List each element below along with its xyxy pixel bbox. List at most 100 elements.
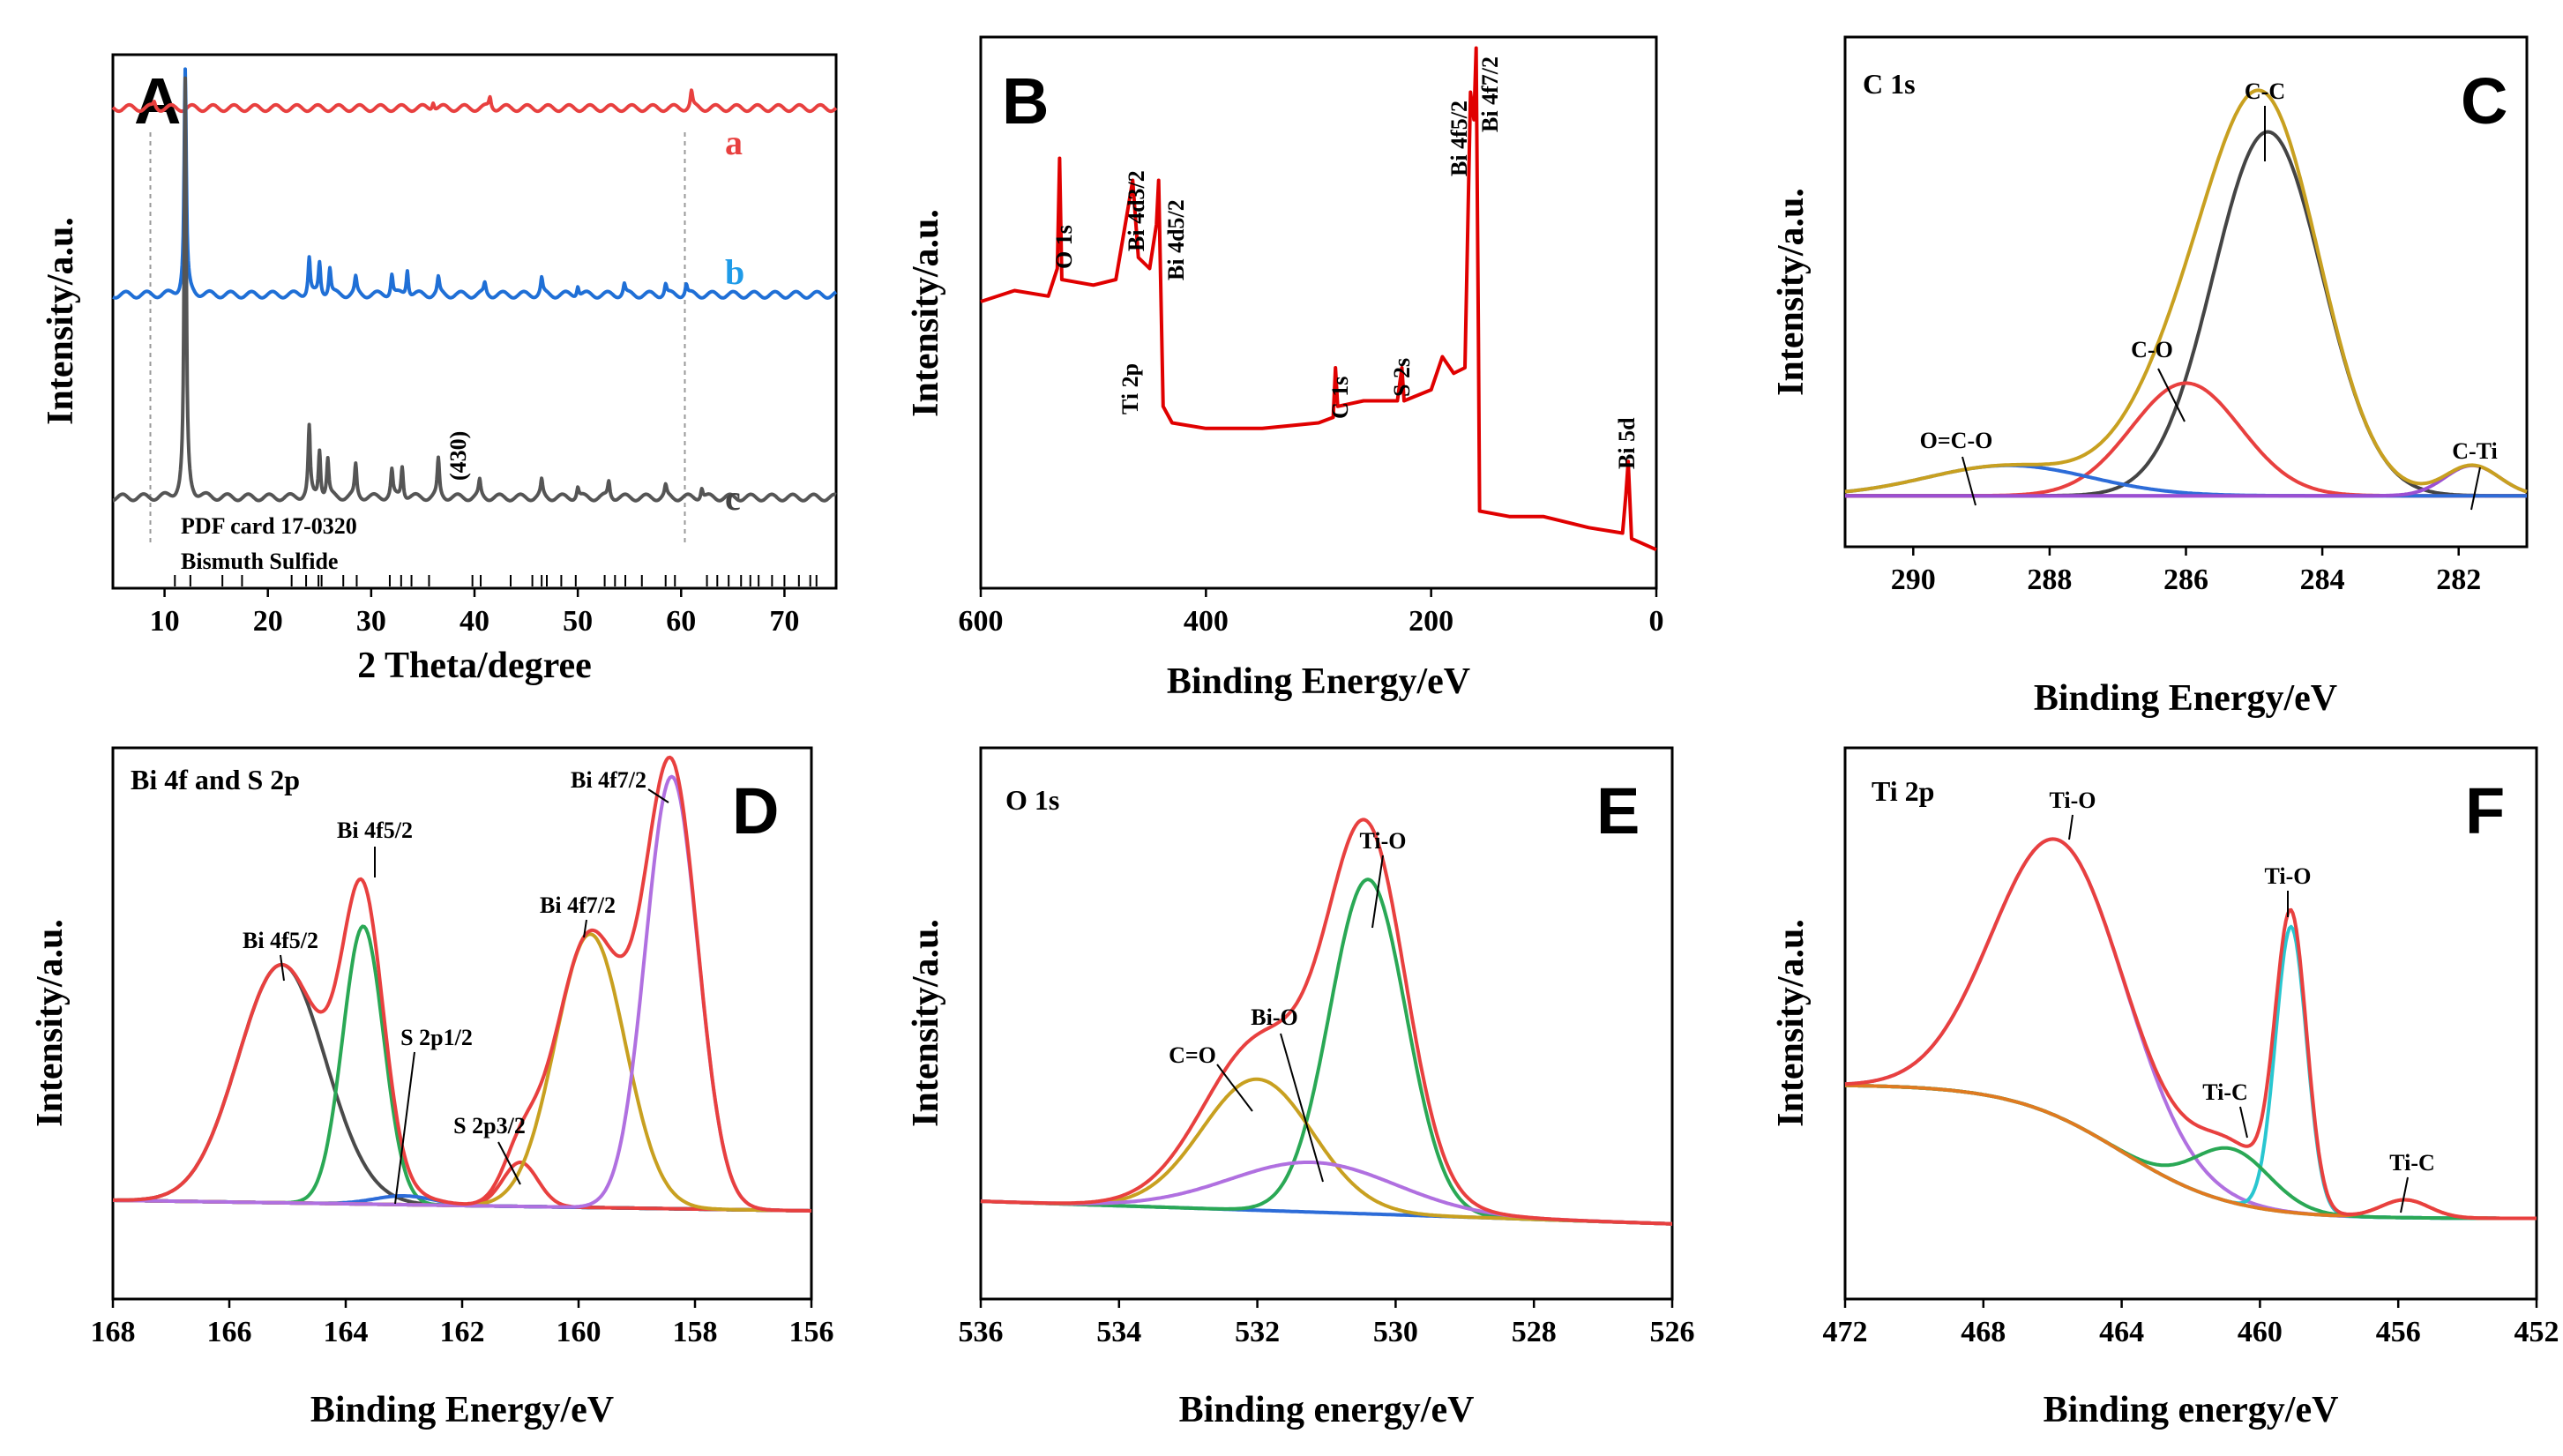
fit-envelope: [1844, 837, 2537, 1221]
panel-c-curves: [1844, 88, 2528, 498]
panel-f-title: Ti 2p: [1872, 775, 1934, 807]
panel-e-curves: [980, 818, 1673, 1226]
c-oco-label: O=C-O: [1920, 428, 1993, 453]
panel-d-x-ticks: 168 166 164 162 160 158 156: [91, 1299, 834, 1348]
e-bio-label: Bi-O: [1251, 1004, 1297, 1030]
panel-b-y-label: Intensity/a.u.: [906, 209, 946, 417]
d-bi4f72-a-label: Bi 4f7/2: [540, 892, 616, 918]
panel-e-title: O 1s: [1005, 784, 1059, 816]
c-cti-label: C-Ti: [2452, 438, 2498, 464]
f-tic-b-label: Ti-C: [2389, 1150, 2435, 1176]
x-tick-label: 20: [253, 605, 283, 638]
e-tio-label: Ti-O: [1360, 828, 1407, 854]
xrd-series-b: [111, 67, 838, 300]
panel-c-arrows: [1961, 106, 2481, 511]
panel-d-y-label: Intensity/a.u.: [30, 919, 71, 1127]
d-s2p32-label: S 2p3/2: [453, 1113, 526, 1139]
d-bi4f52-b-label: Bi 4f5/2: [337, 818, 413, 843]
x-tick-label: 10: [150, 605, 180, 638]
peak-label-bi4d32: Bi 4d3/2: [1124, 170, 1149, 251]
panel-d: D Bi 4f and S 2p Bi 4f5/2 Bi 4f5/2 S 2p1…: [30, 746, 834, 1430]
x-tick-label: 282: [2436, 564, 2481, 596]
x-tick-label: 472: [1823, 1316, 1868, 1348]
fit-component: [113, 924, 811, 1213]
c-cc-label: C-C: [2245, 78, 2285, 104]
peak-label-ti2p: Ti 2p: [1117, 363, 1143, 414]
panel-c-x-ticks: 290 288 286 284 282: [1891, 547, 2481, 596]
panel-d-arrows: [280, 788, 669, 1205]
x-tick-label: 460: [2238, 1316, 2283, 1348]
label-c: c: [725, 478, 741, 518]
fit-envelope: [112, 755, 811, 1213]
x-tick-label: 166: [207, 1316, 252, 1348]
x-tick-label: 526: [1650, 1316, 1695, 1348]
x-tick-label: 530: [1373, 1316, 1418, 1348]
bismuth-sulfide-label: Bismuth Sulfide: [181, 549, 338, 574]
panel-e-y-label: Intensity/a.u.: [906, 919, 946, 1127]
panel-f-x-ticks: 472 468 464 460 456 452: [1823, 1299, 2559, 1348]
pdf-card-label: PDF card 17-0320: [181, 513, 357, 539]
fit-envelope: [980, 818, 1672, 1226]
x-tick-label: 168: [91, 1316, 136, 1348]
c-co-label: C-O: [2131, 337, 2173, 362]
plane-430-label: (430): [445, 431, 471, 481]
panel-d-letter: D: [732, 774, 779, 847]
panel-d-x-label: Binding Energy/eV: [310, 1390, 614, 1430]
xrd-series-a: [111, 88, 838, 114]
d-bi4f52-a-label: Bi 4f5/2: [243, 928, 318, 953]
label-b: b: [725, 252, 744, 292]
x-tick-label: 70: [769, 605, 799, 638]
x-tick-label: 536: [959, 1316, 1004, 1348]
panel-e-x-label: Binding energy/eV: [1179, 1390, 1475, 1430]
xrd-series-c: [111, 76, 838, 503]
x-tick-label: 60: [666, 605, 696, 638]
fit-envelope: [1844, 88, 2528, 494]
x-tick-label: 30: [356, 605, 386, 638]
panel-c: C C 1s C-C C-O O=C-O C-Ti 290 288 286 284 28…: [1771, 35, 2529, 719]
x-tick-label: 50: [563, 605, 593, 638]
panel-b-letter: B: [1002, 64, 1049, 138]
panel-f-frame: [1843, 746, 2538, 1301]
f-tic-a-label: Ti-C: [2202, 1079, 2248, 1105]
panel-c-letter: C: [2461, 64, 2507, 138]
x-tick-label: 400: [1184, 605, 1229, 638]
x-tick-label: 468: [1961, 1316, 2006, 1348]
panel-c-frame: [1843, 35, 2529, 549]
panel-a-letter: A: [134, 64, 181, 138]
panel-b: B O 1s Ti 2p Bi 4d3/2 Bi 4d5/2 C 1s S 2s…: [906, 35, 1664, 702]
x-tick-label: 532: [1235, 1316, 1280, 1348]
x-tick-label: 452: [2514, 1316, 2559, 1348]
panel-d-title: Bi 4f and S 2p: [131, 764, 300, 795]
panel-e: E O 1s Ti-O C=O Bi-O 536 534 532 530 528 526 …: [906, 746, 1695, 1430]
peak-label-bi5d: Bi 5d: [1614, 417, 1640, 469]
d-s2p12-label: S 2p1/2: [400, 1025, 473, 1050]
panel-e-frame: [979, 746, 1674, 1301]
panel-c-title: C 1s: [1863, 68, 1916, 100]
fit-component: [113, 932, 811, 1213]
x-tick-label: 464: [2099, 1316, 2144, 1348]
f-tio-a-label: Ti-O: [2050, 788, 2096, 813]
peak-label-s2s: S 2s: [1389, 358, 1415, 397]
peak-label-c1s: C 1s: [1327, 377, 1353, 419]
panel-a-x-ticks: 10 20 30 40 50 60 70: [150, 588, 799, 638]
x-tick-label: 290: [1891, 564, 1936, 596]
x-tick-label: 156: [789, 1316, 834, 1348]
fit-component: [980, 1161, 1672, 1226]
panel-f-y-label: Intensity/a.u.: [1771, 919, 1812, 1127]
e-co-label: C=O: [1169, 1042, 1216, 1068]
panel-f-curves: [1844, 837, 2537, 1221]
peak-label-bi4f72: Bi 4f7/2: [1477, 56, 1503, 132]
label-a: a: [725, 123, 743, 162]
panel-a-y-label: Intensity/a.u.: [41, 217, 81, 425]
x-tick-label: 158: [673, 1316, 718, 1348]
x-tick-label: 200: [1409, 605, 1453, 638]
panel-c-x-label: Binding Energy/eV: [2034, 678, 2337, 719]
panel-f-x-label: Binding energy/eV: [2044, 1390, 2339, 1430]
panel-c-y-label: Intensity/a.u.: [1771, 188, 1812, 396]
fit-component: [1844, 463, 2528, 498]
survey-spectrum: [980, 46, 1657, 552]
f-tio-b-label: Ti-O: [2265, 863, 2312, 889]
panel-a: A a b c (430) PDF card 17-0320 Bismuth S…: [41, 53, 838, 686]
x-tick-label: 40: [460, 605, 489, 638]
